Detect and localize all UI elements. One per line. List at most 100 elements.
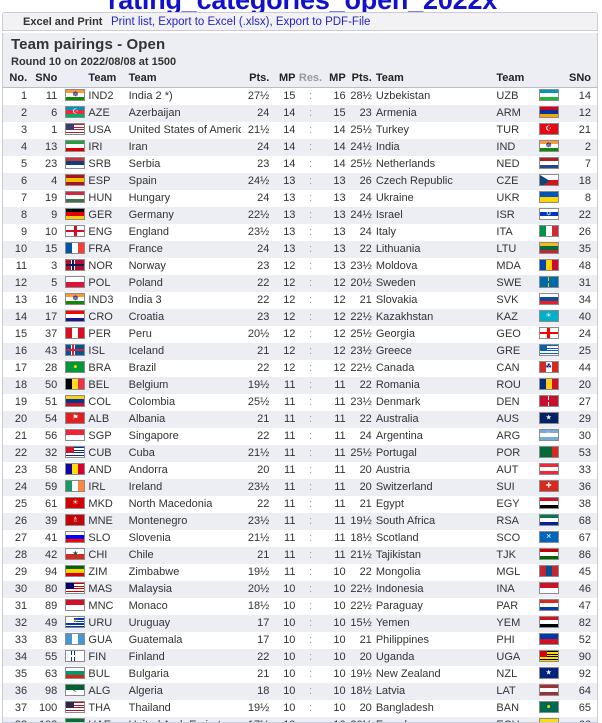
table-row[interactable]: 26 39 ♗ MNE Montenegro 23½ 11:11 19½ South Afric… [3,513,597,530]
cell-colon: : [308,277,313,289]
flag-icon-th [65,701,86,713]
cell-team-code-left: USA [88,124,112,136]
table-row[interactable]: 32 49 ☀ URU Uruguay 17 10:10 15½ Yemen YEM 82 [3,615,597,632]
cell-mp-right: 11 [334,396,346,408]
table-row[interactable]: 25 61 ☀ MKD North Macedonia 22 11:11 21 Egypt EGY… [3,496,597,513]
cell-colon: : [308,107,313,119]
cell-team-code-left: SGP [88,430,112,442]
table-row[interactable]: 35 63 BUL Bulgaria 21 10:10 19½ New Zealand NZL ★… [3,666,597,683]
table-row[interactable]: 31 89 MNC Monaco 18½ 10:10 22½ Paraguay PAR 47 [3,598,597,615]
cell-team-code-right: PAR [496,600,519,612]
col-res-colon[interactable]: Res. [295,70,326,88]
table-row[interactable]: 9 10 ENG England 23½ 13:13 24 Italy ITA 26 [3,224,597,241]
cell-team-code-left: FRA [88,243,111,255]
table-row[interactable]: 7 19 HUN Hungary 24 13:13 24 Ukraine UKR 8 [3,190,597,207]
table-row[interactable]: 27 41 SLO Slovenia 21½ 11:11 18½ Scotland SCO ✕ 67 [3,530,597,547]
cell-sno-right: 31 [578,277,591,289]
table-row[interactable]: 34 55 FIN Finland 22 10:10 20 Uganda UGA 90 [3,649,597,666]
flag-icon-al: ⚑ [65,412,86,424]
cell-team-name-left: Ireland [128,481,163,493]
cell-pts-right: 22 [359,243,372,255]
cell-team-code-right: SCO [496,532,521,544]
cell-no: 12 [14,277,28,289]
cell-mp-left: 10 [283,617,296,629]
table-row[interactable]: 15 37 PER Peru 20½ 12:12 25½ Georgia GEO 24 [3,326,597,343]
table-row[interactable]: 38103UAEUnited Arab Emirates17½10:1020½E… [3,717,597,722]
cell-team-code-left: ENG [88,226,113,238]
table-row[interactable]: 18 50 BEL Belgium 19½ 11:11 22 Romania ROU 20 [3,377,597,394]
cell-no: 20 [14,413,28,425]
cell-colon: : [308,583,313,595]
table-row[interactable]: 8 9 GER Germany 22½ 13:13 24½ Israel ISR ✡ 22 [3,207,597,224]
table-row[interactable]: 14 17 CRO Croatia 23 12:12 22½ Kazakhstan KAZ ☀ 40 [3,309,597,326]
cell-sno-left: 23 [45,158,58,170]
table-row[interactable]: 12 5 POL Poland 22 12:12 20½ Sweden SWE 31 [3,275,597,292]
table-row[interactable]: 17 28 ● BRA Brazil 22 12:12 22½ Canada CAN ☘ 44 [3,360,597,377]
table-row[interactable]: 11 3 NOR Norway 23 12: 13 23½ Moldova MDA 48 [3,258,597,275]
cell-team-name-right: Philippines [375,634,430,646]
cell-flag-left [62,394,88,411]
table-row[interactable]: 21 56 SGP Singapore 22 11:11 24 Argentina ARG ☀ 30 [3,428,597,445]
table-row[interactable]: 30 80 MAS Malaysia 20½ 10:10 22½ Indonesia INA 46 [3,581,597,598]
table-row[interactable]: 20 54 ⚑ ALB Albania 21 11:11 22 Australia AUS ★ 29 [3,411,597,428]
cell-team-name-left: Slovenia [128,532,171,544]
cell-sno-right: 65 [578,702,591,714]
col-pts-left[interactable]: Pts. [241,70,274,88]
export-links[interactable]: Print list, Export to Excel (.xlsx), Exp… [111,16,371,28]
cell-mp-left: 12 [283,277,296,289]
table-row[interactable]: 1 11 ☸ IND2 India 2 *) 27½ 15:16 28½ Uzbekistan U… [3,87,597,105]
cell-mp-left: 13 [283,243,296,255]
cell-pts-right: 24 [359,430,372,442]
cell-pts-left: 21 [257,549,270,561]
col-sno-right[interactable]: SNo [562,70,597,88]
table-row[interactable]: 19 51 COL Colombia 25½ 11:11 23½ Denmark DEN 27 [3,394,597,411]
table-row[interactable]: 33 83 GUA Guatemala 17 10:10 21 Philippines PHI 5… [3,632,597,649]
table-row[interactable]: 13 16 ☸ IND3 India 3 22 12:12 21 Slovakia SVK 34 [3,292,597,309]
table-row[interactable]: 24 59 IRL Ireland 23½ 11:11 20 Switzerland SUI ✚ 3… [3,479,597,496]
cell-flag-left [62,581,88,598]
table-row[interactable]: 28 42 ★ CHI Chile 21 11:11 21½ Tajikistan TJK 86 [3,547,597,564]
cell-sno-right: 86 [578,549,591,561]
table-row[interactable]: 6 4 ESP Spain 24½ 13:13 26 Czech Republic CZE 18 [3,173,597,190]
col-sno-left[interactable]: SNo [31,70,63,88]
cell-no: 33 [14,634,28,646]
table-row[interactable]: 3 1 USA United States of America 21½ 14:14 25½… [3,122,597,139]
col-team-code-right[interactable]: Team [496,70,535,88]
cell-mp-right: 14 [333,124,346,136]
cell-colon: : [308,396,313,408]
flag-icon-si [65,531,86,543]
table-row[interactable]: 36 98 ☪ ALG Algeria 18 10:10 18½ Latvia LAT 64 [3,683,597,700]
table-row[interactable]: 5 23 SRB Serbia 23 14:14 25½ Netherlands NED 7 [3,156,597,173]
table-row[interactable]: 10 15 FRA France 24 13:13 22 Lithuania LTU 35 [3,241,597,258]
cell-no: 17 [14,362,28,374]
cell-colon: : [308,226,313,238]
flag-icon-no [65,259,86,271]
col-team-code-left[interactable]: Team [88,70,129,88]
excel-print-label: Excel and Print [23,16,103,28]
table-row[interactable]: 22 32 CUB Cuba 21½ 11:11 25½ Portugal POR 53 [3,445,597,462]
table-row[interactable]: 37 100 THA Thailand 19½ 10:10 20 Bangladesh BAN ●… [3,700,597,717]
cell-team-code-left: AND [88,464,112,476]
flag-icon-lv [538,684,559,696]
table-row[interactable]: 16 43 ISL Iceland 21 12:12 23½ Greece GRE 25 [3,343,597,360]
cell-no: 10 [14,243,28,255]
cell-pts-left: 23½ [247,481,270,493]
flag-icon-se [538,276,559,288]
cell-colon: : [308,124,313,136]
table-row[interactable]: 23 58 AND Andorra 20 11:11 20 Austria AUT 33 [3,462,597,479]
col-team-name-left[interactable]: Team [128,70,242,88]
col-res-right[interactable]: MP [325,70,346,88]
table-row[interactable]: 2 6 ☪ AZE Azerbaijan 24 14: 15 23 Armenia ARM 12 [3,105,597,122]
col-team-name-right[interactable]: Team [375,70,497,88]
table-row[interactable]: 29 94 ZIM Zimbabwe 19½ 11: 10 22 Mongolia MGL 45 [3,564,597,581]
col-no[interactable]: No. [3,70,32,88]
cell-team-code-right: SUI [496,481,515,493]
table-row[interactable]: 4 13 IRI Iran 24 14:14 24½ India IND ☸ 2 [3,139,597,156]
cell-team-code-right: ARM [496,107,521,119]
cell-no: 4 [21,141,28,153]
cell-pts-right: 20 [359,481,372,493]
cell-no: 36 [14,685,28,697]
col-mp-left[interactable]: MP [273,70,296,88]
cell-team-name-right: Lithuania [375,243,421,255]
col-pts-right[interactable]: Pts. [345,70,376,88]
